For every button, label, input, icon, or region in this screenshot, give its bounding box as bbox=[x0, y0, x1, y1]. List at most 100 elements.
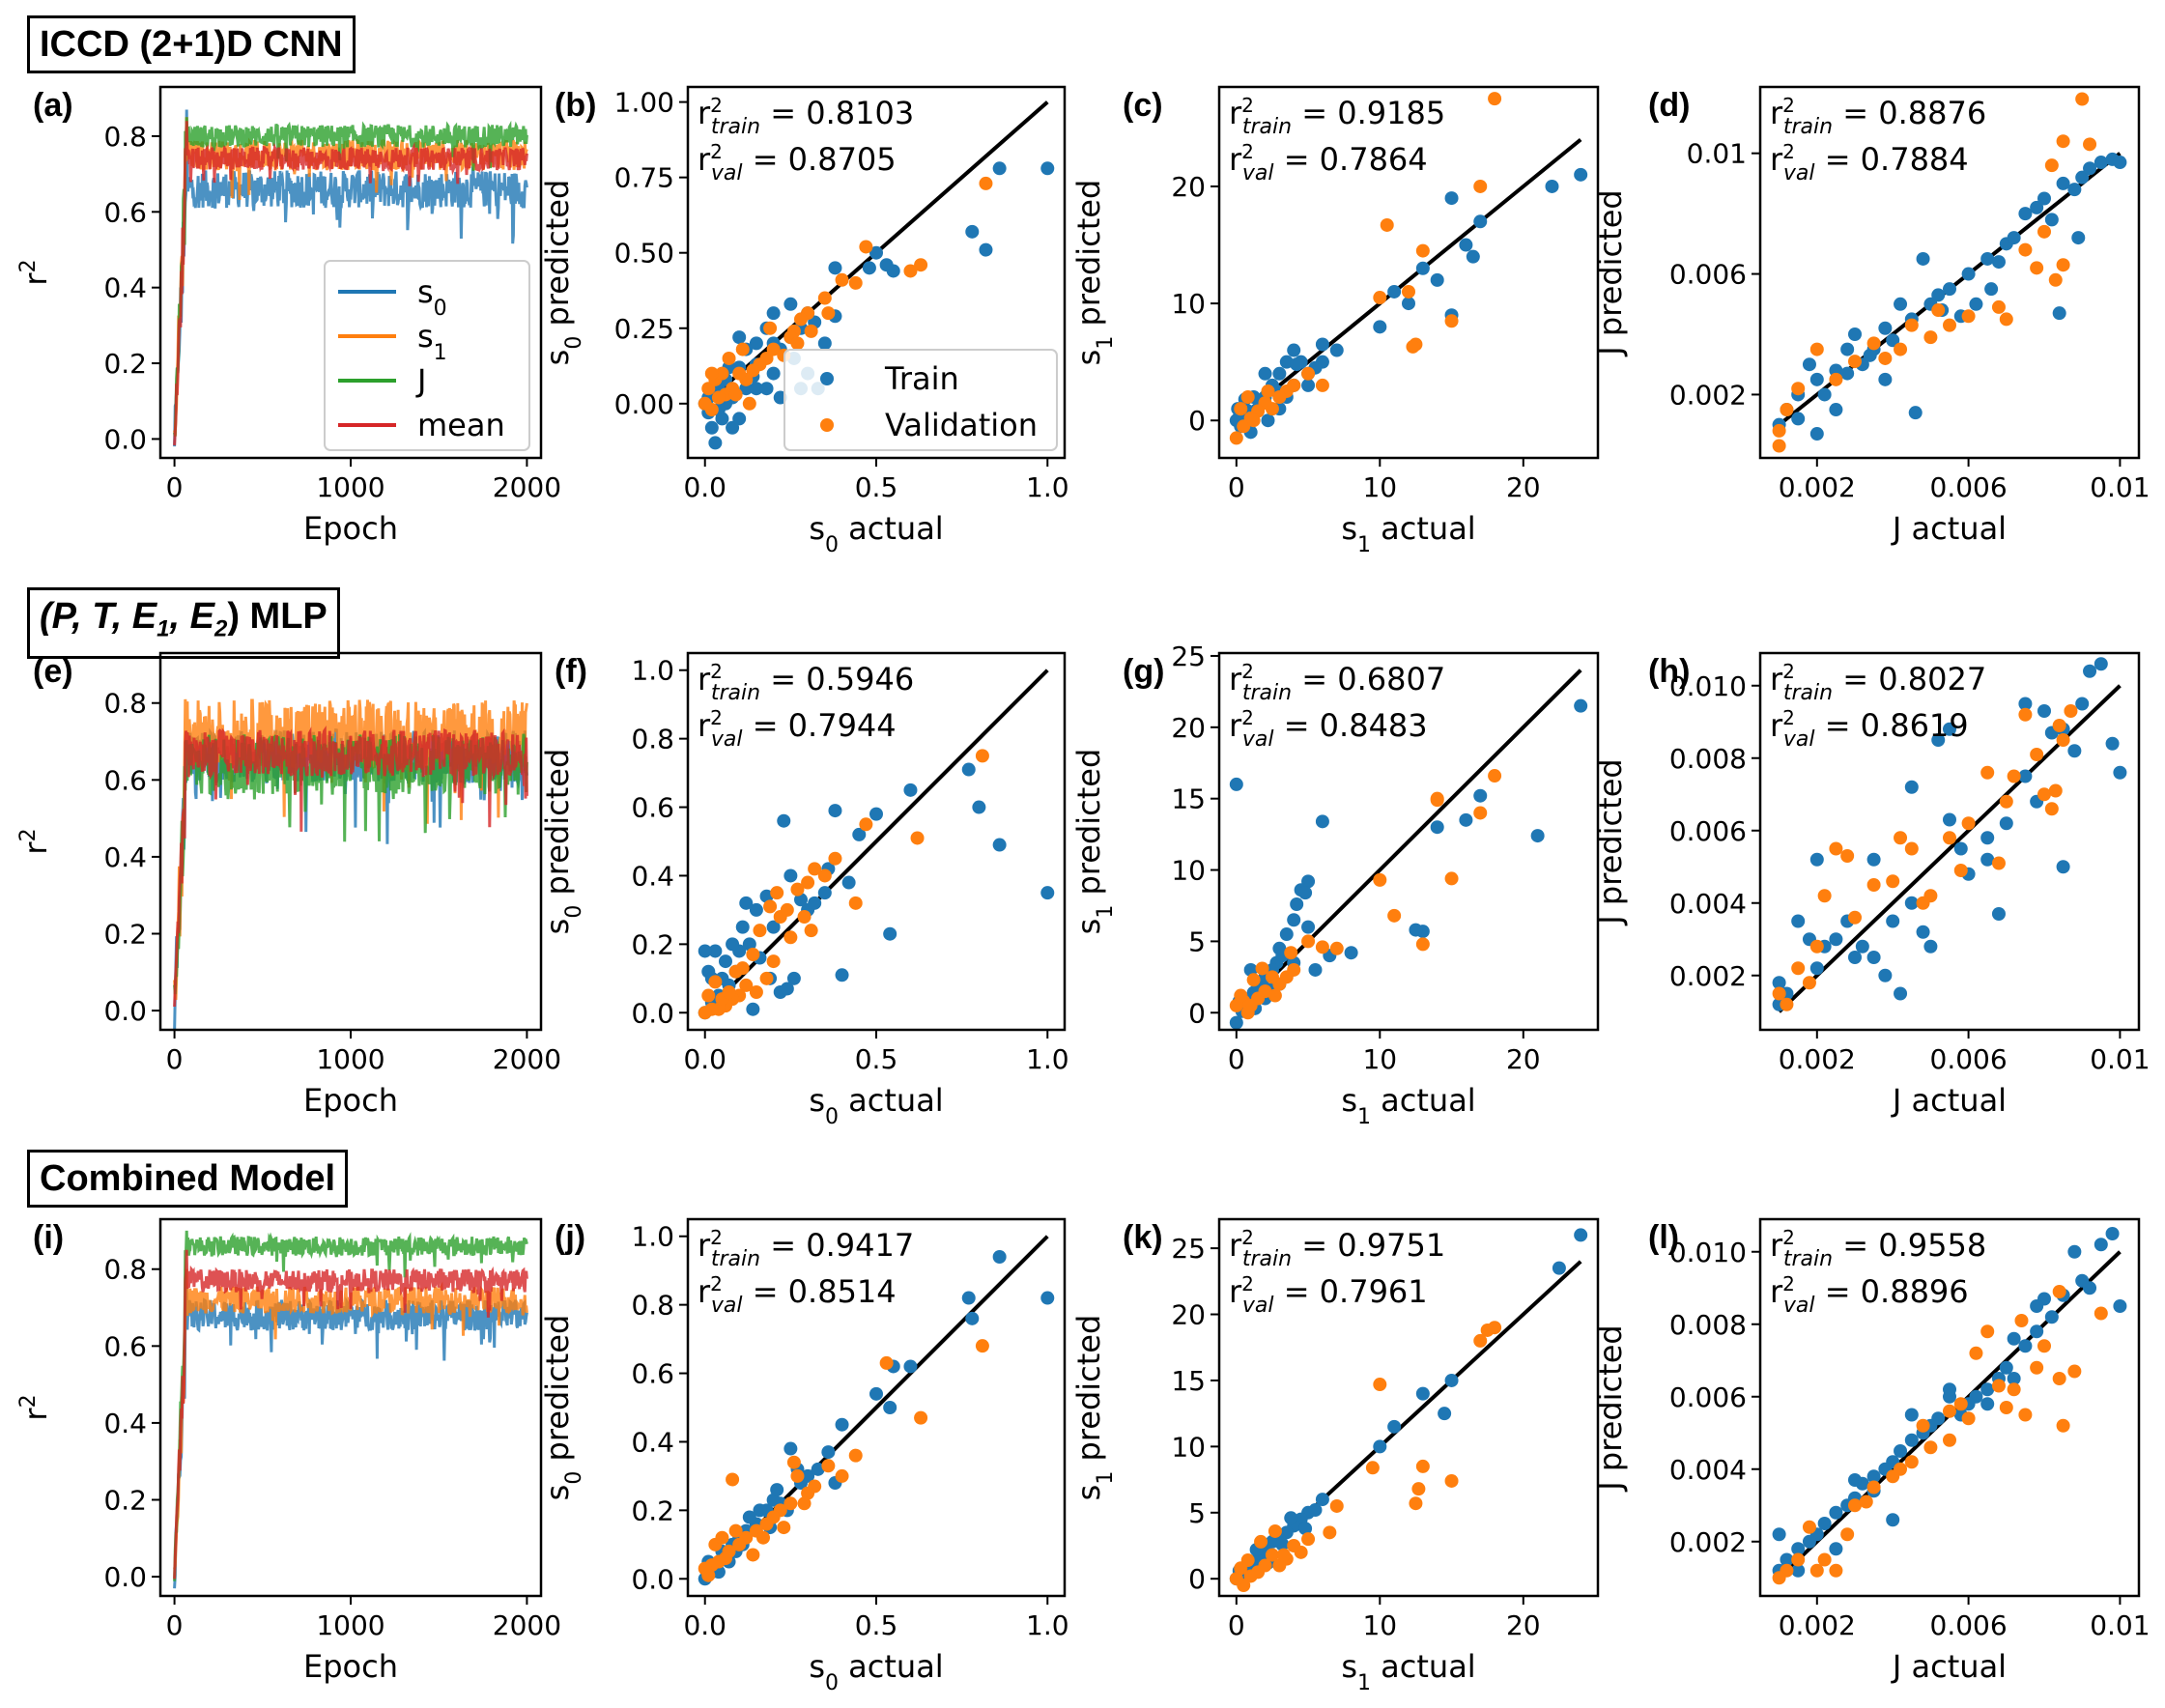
train-point bbox=[1387, 1419, 1402, 1434]
y-tick-label: 0.8 bbox=[103, 688, 147, 720]
validation-point bbox=[1246, 973, 1261, 987]
validation-point bbox=[2083, 137, 2097, 152]
panel-g: (g) 0 10 20 0 5 10 15 20 25 s1 actual s1 predicted r… bbox=[1070, 640, 1600, 1129]
train-point bbox=[1298, 886, 1313, 900]
train-point bbox=[1809, 961, 1824, 976]
train-point bbox=[1473, 788, 1488, 803]
train-point bbox=[1780, 1552, 1794, 1567]
validation-point bbox=[804, 924, 818, 938]
validation-point bbox=[770, 886, 784, 900]
validation-point bbox=[746, 1548, 760, 1562]
validation-point bbox=[2056, 258, 2070, 272]
plot-area bbox=[1229, 669, 1588, 1030]
plot-area bbox=[1772, 657, 2127, 1013]
train-point bbox=[961, 762, 976, 777]
train-point bbox=[1329, 343, 1344, 357]
validation-point bbox=[2052, 1372, 2066, 1385]
train-point bbox=[1855, 939, 1869, 954]
y-tick-label: 0.002 bbox=[1669, 1526, 1747, 1558]
train-point bbox=[1980, 1397, 1995, 1411]
validation-point bbox=[1943, 831, 1956, 845]
validation-point bbox=[1961, 1411, 1976, 1426]
train-point bbox=[992, 1250, 1007, 1264]
validation-point bbox=[975, 749, 989, 763]
train-point bbox=[783, 868, 798, 883]
x-axis-label: s1 actual bbox=[1341, 1082, 1475, 1129]
validation-point bbox=[1943, 318, 1956, 332]
validation-point bbox=[1234, 402, 1248, 416]
train-point bbox=[1791, 1542, 1806, 1556]
axes-frame bbox=[1758, 1217, 2141, 1598]
train-point bbox=[1802, 1534, 1816, 1549]
train-point bbox=[821, 1445, 836, 1460]
y-tick-label: 0.008 bbox=[1669, 1309, 1747, 1341]
y-tick-label: 25 bbox=[1171, 640, 1206, 672]
panel-letter: (e) bbox=[33, 653, 73, 690]
r2-train-label: r2 train = 0.9751 bbox=[1229, 1226, 1445, 1271]
train-point bbox=[766, 306, 781, 321]
plot-area bbox=[1772, 1227, 2127, 1585]
x-tick-label: 0.006 bbox=[1930, 1609, 2008, 1641]
y-tick-label: 0.0 bbox=[631, 1563, 674, 1595]
mlp-prefix: ( bbox=[40, 596, 52, 637]
y-tick-label: 0.4 bbox=[103, 272, 147, 304]
y-tick-label: 0.00 bbox=[614, 388, 674, 420]
train-point bbox=[2067, 183, 2082, 197]
train-point bbox=[1931, 733, 1946, 747]
r2-val-label: r2 val = 0.7864 bbox=[1229, 140, 1428, 185]
train-point bbox=[746, 1002, 760, 1016]
validation-point bbox=[835, 272, 849, 287]
legend-label: Train bbox=[884, 360, 959, 397]
validation-point bbox=[1268, 988, 1282, 1003]
y-tick-label: 1.0 bbox=[631, 655, 674, 687]
validation-point bbox=[979, 176, 993, 190]
validation-point bbox=[2094, 1306, 2108, 1321]
train-point bbox=[1287, 913, 1301, 927]
r2-train-label: r2 train = 0.8876 bbox=[1770, 94, 1986, 139]
train-point bbox=[965, 1311, 980, 1325]
train-point bbox=[1904, 780, 1919, 794]
validation-point bbox=[1772, 986, 1786, 1001]
train-point bbox=[1574, 167, 1588, 182]
x-axis-label: s0 actual bbox=[809, 510, 943, 557]
axes-frame bbox=[1217, 1217, 1600, 1598]
mlp-sub-2: 2 bbox=[214, 615, 228, 642]
train-point bbox=[1415, 261, 1430, 275]
x-tick-label: 0.002 bbox=[1779, 1043, 1856, 1075]
r2-val-label: r2 val = 0.8514 bbox=[698, 1272, 897, 1318]
train-point bbox=[732, 330, 747, 345]
train-point bbox=[766, 920, 781, 934]
validation-point bbox=[2044, 802, 2059, 816]
y-tick-label: 0.50 bbox=[614, 238, 674, 270]
legend-label: mean bbox=[417, 407, 505, 443]
panel-c: (c) 0 10 20 0 10 20 s1 actual s1 predicted r2 trai… bbox=[1070, 85, 1600, 557]
panel-letter: (d) bbox=[1648, 87, 1690, 124]
train-point bbox=[1908, 406, 1923, 420]
train-point bbox=[1916, 251, 1930, 266]
train-point bbox=[1415, 1386, 1430, 1401]
train-point bbox=[726, 420, 740, 435]
train-point bbox=[992, 838, 1007, 852]
train-point bbox=[1848, 951, 1862, 964]
validation-point bbox=[879, 1355, 894, 1370]
validation-point bbox=[1859, 1494, 1873, 1509]
legend-label: s0 bbox=[417, 273, 447, 321]
train-point bbox=[965, 224, 980, 239]
row-title-cnn: ICCD (2+1)D CNN bbox=[27, 15, 356, 73]
validation-point bbox=[780, 902, 794, 917]
validation-point bbox=[1780, 997, 1794, 1011]
train-point bbox=[2113, 765, 2127, 780]
train-point bbox=[1315, 814, 1329, 829]
panel-f: (f) 0.0 0.5 1.0 0.0 0.2 0.4 0.6 0.8 1.0 s0 actual s… bbox=[539, 651, 1069, 1129]
train-point bbox=[1229, 777, 1243, 791]
validation-point bbox=[1261, 384, 1275, 398]
train-point bbox=[1444, 191, 1459, 206]
validation-point bbox=[1904, 841, 1919, 856]
validation-point bbox=[1373, 1378, 1387, 1392]
axes-frame bbox=[1217, 651, 1600, 1032]
validation-point bbox=[2075, 92, 2090, 106]
validation-point bbox=[1415, 243, 1430, 258]
plot-area bbox=[698, 1235, 1055, 1586]
train-point bbox=[794, 893, 808, 907]
validation-point bbox=[821, 306, 836, 321]
